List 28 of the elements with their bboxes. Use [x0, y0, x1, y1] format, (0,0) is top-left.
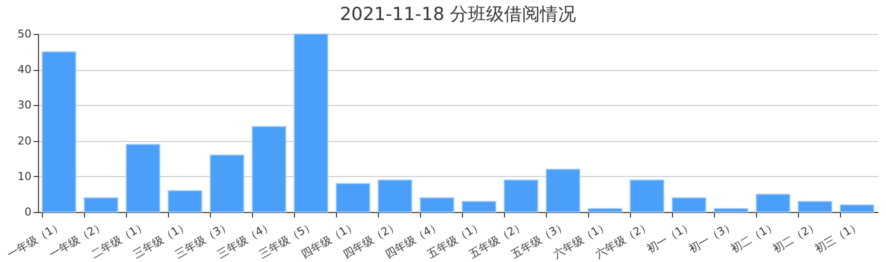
chart-title: 2021-11-18 分班级借阅情况 — [340, 4, 576, 25]
bar — [462, 200, 496, 212]
bar — [378, 179, 412, 212]
bar — [798, 200, 832, 212]
bar — [210, 154, 244, 212]
y-tick-label: 50 — [18, 28, 32, 40]
y-tick-label: 20 — [18, 134, 32, 148]
bar — [126, 144, 160, 212]
bar — [840, 204, 874, 212]
y-tick-label: 40 — [18, 63, 32, 76]
y-tick-label: 30 — [18, 98, 32, 112]
bar — [546, 168, 580, 212]
y-tick-label: 10 — [18, 170, 32, 183]
bar — [420, 197, 454, 212]
x-tick-label: 初三（1） — [812, 218, 863, 256]
bar — [630, 179, 664, 212]
bar — [504, 179, 538, 212]
bar — [336, 183, 370, 212]
bar — [756, 194, 790, 212]
bar — [714, 208, 748, 212]
y-tick-label: 0 — [24, 206, 32, 218]
bar — [168, 190, 202, 212]
bar — [294, 34, 328, 212]
bar — [672, 197, 706, 212]
bar — [42, 51, 76, 212]
bar — [252, 126, 286, 212]
bar — [84, 197, 118, 212]
bar — [588, 208, 622, 212]
